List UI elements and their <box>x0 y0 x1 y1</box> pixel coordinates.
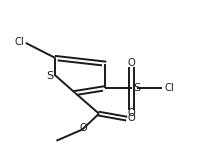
Text: O: O <box>79 123 87 133</box>
Text: S: S <box>46 71 53 80</box>
Text: O: O <box>128 114 136 123</box>
Text: O: O <box>128 108 136 118</box>
Text: O: O <box>128 58 136 68</box>
Text: S: S <box>134 83 141 93</box>
Text: Cl: Cl <box>14 37 24 47</box>
Text: Cl: Cl <box>164 83 174 93</box>
